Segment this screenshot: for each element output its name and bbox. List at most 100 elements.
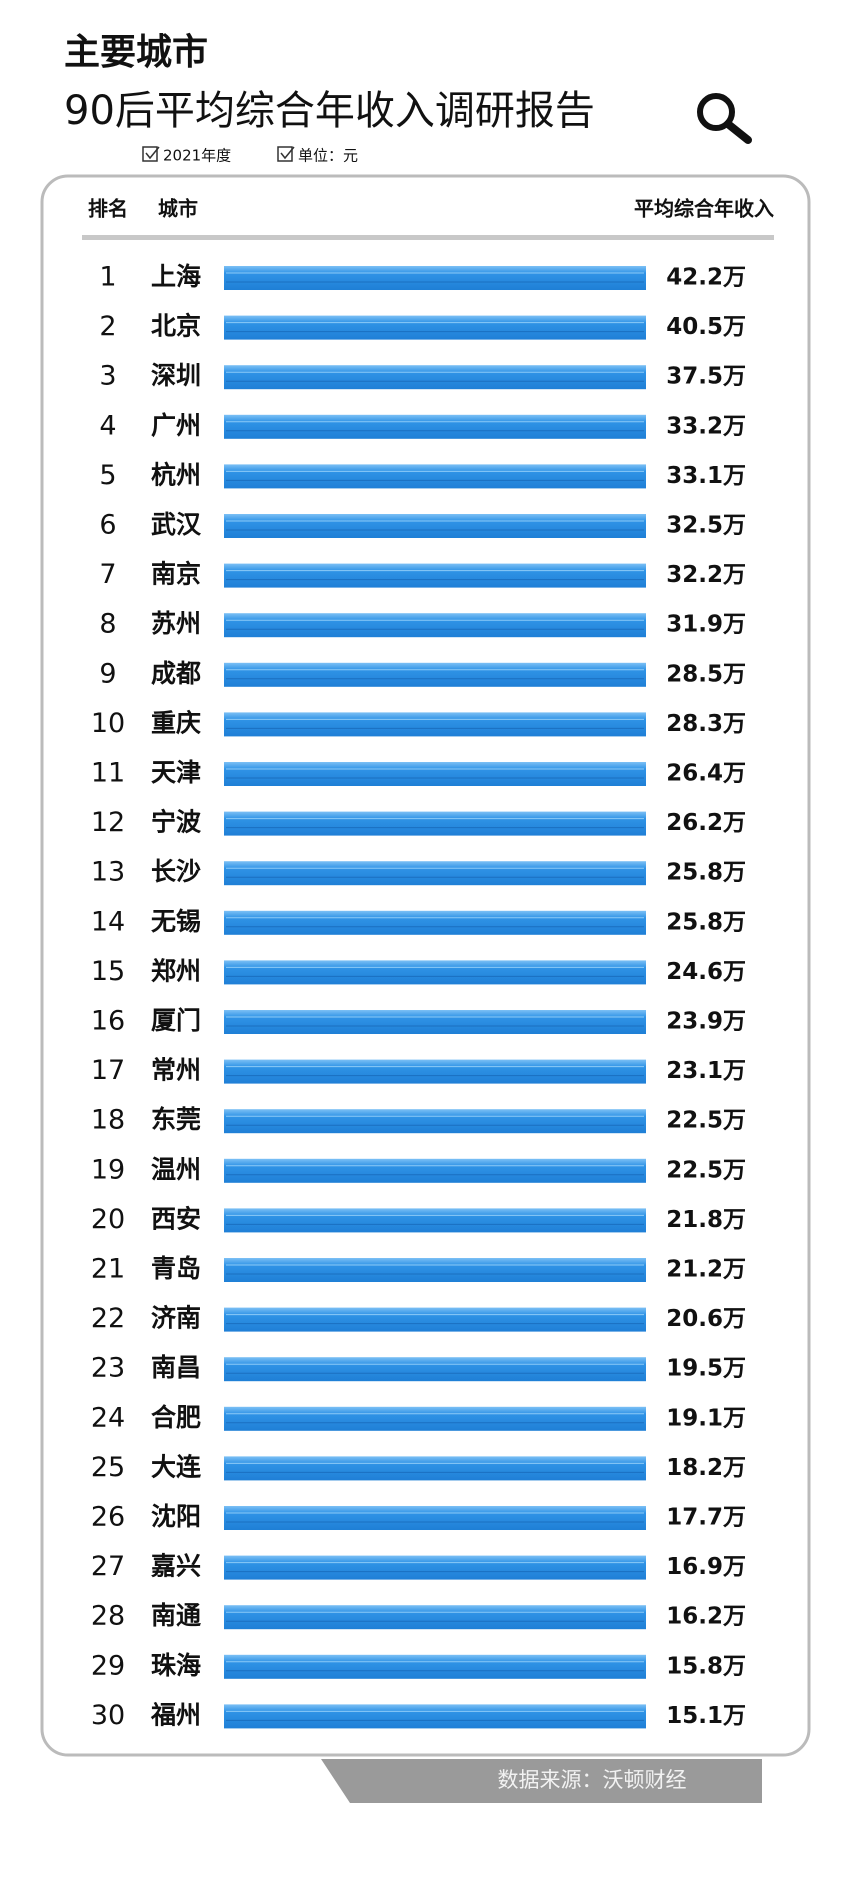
bar — [224, 563, 646, 588]
bar — [224, 1258, 646, 1282]
rank: 24 — [91, 1402, 125, 1433]
city: 武汉 — [151, 510, 202, 539]
bar — [224, 1605, 646, 1630]
rank: 25 — [91, 1452, 125, 1483]
rank: 4 — [99, 410, 116, 441]
city: 长沙 — [151, 857, 201, 886]
bar — [224, 315, 646, 340]
bar — [224, 613, 646, 638]
income: 17.7万 — [666, 1505, 746, 1531]
city: 重庆 — [151, 708, 201, 737]
bar — [224, 762, 646, 786]
bar — [224, 365, 646, 390]
rank: 15 — [91, 956, 125, 987]
city: 福州 — [150, 1700, 201, 1729]
rank: 18 — [91, 1105, 125, 1136]
bar — [224, 1406, 646, 1431]
income: 26.4万 — [666, 761, 746, 787]
bar — [224, 1158, 646, 1183]
income: 25.8万 — [666, 860, 746, 886]
rank: 20 — [91, 1204, 125, 1235]
check-1 — [142, 146, 160, 162]
note: 2021年度 — [163, 147, 231, 165]
bar — [224, 266, 646, 290]
rank: 29 — [91, 1650, 125, 1681]
rows: 1 上海 42.2万 2 北京 40.5万 3 深圳 37.5万 4 广州 33.2万 5 杭州 33.1万… — [91, 262, 746, 1731]
bar — [224, 1010, 646, 1034]
title: 主要城市 — [64, 32, 208, 73]
income: 32.5万 — [666, 513, 746, 539]
city: 温州 — [151, 1155, 201, 1184]
rank: 2 — [99, 311, 116, 342]
rank: 10 — [91, 708, 125, 739]
income: 23.1万 — [666, 1058, 746, 1084]
city: 宁波 — [151, 808, 202, 837]
income: 15.8万 — [666, 1653, 746, 1679]
bar — [224, 1307, 646, 1332]
column-header: 城市 — [158, 197, 198, 221]
bar — [224, 712, 646, 737]
city: 无锡 — [151, 907, 201, 936]
income: 16.9万 — [666, 1554, 746, 1580]
rank: 17 — [91, 1055, 125, 1086]
rank: 21 — [91, 1254, 125, 1285]
income: 31.9万 — [666, 612, 746, 638]
rank: 7 — [99, 559, 116, 590]
rank: 23 — [91, 1353, 125, 1384]
income: 16.2万 — [666, 1604, 746, 1630]
income: 22.5万 — [666, 1108, 746, 1134]
bar — [224, 464, 646, 489]
rank: 8 — [99, 609, 116, 640]
city: 成都 — [151, 659, 201, 688]
city: 上海 — [151, 262, 201, 291]
rank: 27 — [91, 1551, 125, 1582]
bar — [224, 1109, 646, 1134]
rank: 1 — [99, 262, 116, 293]
rank: 16 — [91, 1006, 125, 1037]
bar — [224, 960, 646, 985]
city: 常州 — [151, 1056, 201, 1085]
income: 21.8万 — [666, 1207, 746, 1233]
income: 26.2万 — [666, 810, 746, 836]
city: 青岛 — [151, 1254, 201, 1283]
city: 大连 — [151, 1452, 202, 1481]
income: 18.2万 — [666, 1455, 746, 1481]
rank: 30 — [91, 1700, 125, 1731]
rank: 19 — [91, 1154, 125, 1185]
rank: 22 — [91, 1303, 125, 1334]
rank: 12 — [91, 807, 125, 838]
income: 21.2万 — [666, 1257, 746, 1283]
bar — [224, 1506, 646, 1530]
bar — [224, 1357, 646, 1382]
city: 东莞 — [151, 1105, 201, 1134]
income: 37.5万 — [666, 364, 746, 390]
subtitle: 90后平均综合年收入调研报告 — [64, 88, 595, 134]
column-header: 排名 — [88, 197, 128, 221]
source-band — [321, 1759, 762, 1803]
bar — [224, 1704, 646, 1729]
income: 19.5万 — [666, 1356, 746, 1382]
rank: 14 — [91, 906, 125, 937]
bar — [224, 662, 646, 687]
city: 南通 — [151, 1601, 201, 1630]
income: 28.5万 — [666, 661, 746, 687]
rank: 3 — [99, 361, 116, 392]
city: 沈阳 — [151, 1502, 201, 1531]
bar — [224, 1456, 646, 1481]
column-header: 平均综合年收入 — [634, 197, 774, 221]
city: 西安 — [151, 1204, 201, 1233]
bar — [224, 1208, 646, 1233]
city: 嘉兴 — [151, 1552, 201, 1581]
bar — [224, 414, 646, 439]
bar — [224, 1555, 646, 1580]
rank: 13 — [91, 857, 125, 888]
rank: 28 — [91, 1601, 125, 1632]
city: 南京 — [151, 560, 201, 589]
search-icon — [697, 93, 752, 144]
bar — [224, 1059, 646, 1084]
city: 杭州 — [151, 460, 201, 489]
rank: 9 — [99, 658, 116, 689]
city: 济南 — [151, 1304, 201, 1333]
bar — [224, 811, 646, 836]
income: 40.5万 — [666, 314, 746, 340]
